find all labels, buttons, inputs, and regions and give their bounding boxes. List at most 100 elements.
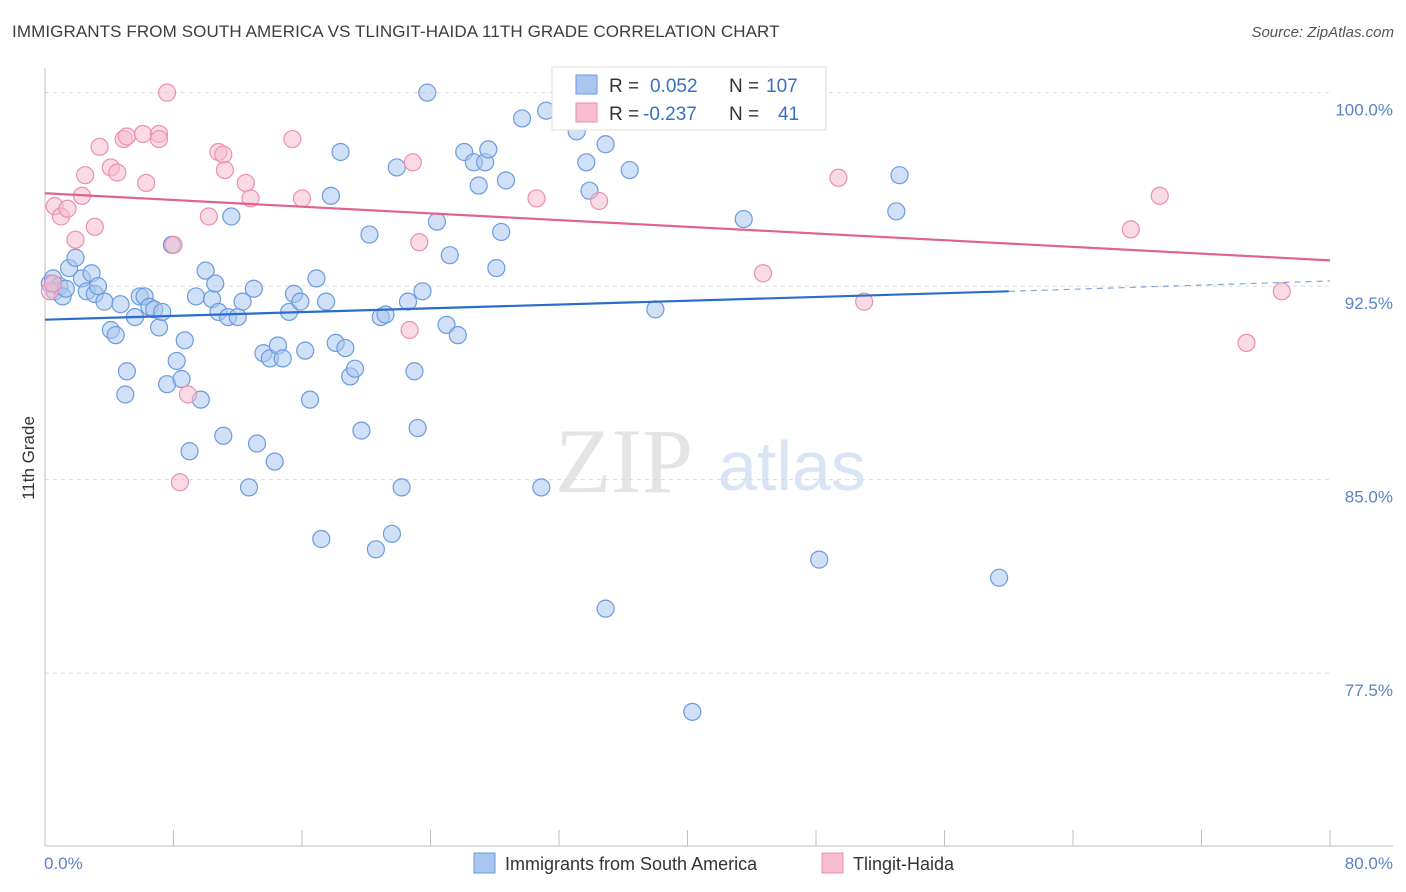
legend-n-value-2: 41 (778, 104, 799, 125)
point-south-america (239, 478, 259, 497)
point-south-america (316, 292, 336, 311)
x-tick-label-max: 80.0% (1345, 854, 1393, 873)
point-tlingit-haida (403, 153, 422, 172)
point-south-america (683, 702, 702, 721)
point-south-america (273, 349, 292, 368)
point-tlingit-haida (410, 233, 429, 252)
point-south-america (222, 207, 241, 226)
point-south-america (228, 308, 247, 327)
point-tlingit-haida (149, 129, 169, 149)
point-south-america (336, 338, 355, 358)
point-south-america (345, 359, 365, 378)
series-legend: Immigrants from South America Tlingit-Ha… (473, 852, 955, 874)
legend-swatch-blue (575, 74, 598, 95)
axes (44, 68, 1393, 847)
point-south-america (172, 369, 191, 389)
point-south-america (487, 258, 506, 278)
point-south-america (175, 331, 194, 350)
point-south-america (307, 269, 326, 288)
point-south-america (512, 109, 532, 128)
watermark-atlas: atlas (718, 427, 866, 505)
legend-r-label-1: R = (609, 76, 639, 97)
point-south-america (300, 390, 320, 409)
point-south-america (233, 292, 252, 311)
y-tick-label: 85.0% (1345, 488, 1393, 507)
legend-r-label-2: R = (609, 104, 639, 125)
point-south-america (887, 202, 906, 221)
chart-title: IMMIGRANTS FROM SOUTH AMERICA VS TLINGIT… (12, 22, 780, 41)
point-south-america (469, 176, 488, 195)
point-tlingit-haida (400, 320, 419, 340)
point-south-america (153, 302, 172, 322)
point-south-america (149, 318, 169, 337)
data-points (40, 83, 1291, 721)
trend-line-south-america (44, 290, 1009, 321)
watermark-zip: ZIP (555, 410, 693, 512)
point-tlingit-haida (117, 127, 137, 146)
trend-lines (44, 192, 1331, 321)
point-tlingit-haida (164, 235, 183, 254)
point-south-america (448, 326, 467, 345)
point-south-america (890, 166, 909, 185)
point-south-america (492, 222, 511, 242)
point-south-america (418, 83, 437, 102)
point-tlingit-haida (58, 199, 77, 218)
point-south-america (990, 568, 1009, 587)
point-south-america (180, 442, 199, 461)
point-south-america (296, 341, 315, 360)
point-south-america (95, 292, 114, 311)
legend-r-value-2: -0.237 (643, 104, 697, 125)
point-south-america (247, 434, 267, 453)
point-tlingit-haida (66, 230, 85, 249)
point-tlingit-haida (753, 264, 773, 283)
point-south-america (734, 209, 753, 229)
point-south-america (398, 292, 418, 311)
point-tlingit-haida (1272, 282, 1291, 301)
point-tlingit-haida (1121, 220, 1140, 239)
point-tlingit-haida (170, 473, 190, 492)
point-tlingit-haida (214, 145, 233, 164)
point-south-america (331, 142, 350, 162)
trend-line-tlingit-haida (44, 192, 1331, 262)
point-tlingit-haida (137, 173, 156, 193)
point-south-america (360, 225, 379, 244)
point-tlingit-haida (527, 189, 546, 208)
point-south-america (88, 277, 108, 296)
point-south-america (392, 478, 411, 497)
point-tlingit-haida (855, 292, 874, 311)
point-tlingit-haida (829, 168, 848, 187)
point-south-america (116, 385, 135, 404)
legend-swatch-pink (575, 102, 598, 123)
point-south-america (596, 135, 615, 154)
legend-bottom-swatch-pink (821, 852, 844, 874)
point-tlingit-haida (292, 189, 312, 208)
point-south-america (496, 171, 516, 190)
point-south-america (437, 315, 456, 334)
point-south-america (312, 529, 331, 549)
point-south-america (352, 421, 371, 440)
point-south-america (206, 274, 225, 293)
point-south-america (413, 282, 432, 301)
point-south-america (596, 599, 615, 618)
point-south-america (106, 326, 125, 345)
point-south-america (186, 287, 206, 306)
correlation-legend: R = 0.052 N = 107 R = -0.237 N = 41 (551, 66, 827, 131)
x-tick-label-min: 0.0% (44, 854, 83, 873)
legend-bottom-label-1: Immigrants from South America (505, 854, 758, 874)
y-tick-label: 100.0% (1335, 101, 1393, 120)
point-south-america (321, 186, 341, 205)
tick-labels: 77.5% 85.0% 92.5% 100.0% 0.0% 80.0% (44, 101, 1393, 873)
trend-line-south-america-extension (1008, 280, 1331, 292)
point-south-america (646, 300, 665, 319)
point-south-america (382, 524, 402, 543)
point-south-america (196, 261, 215, 280)
point-south-america (117, 362, 137, 381)
point-tlingit-haida (590, 191, 609, 211)
point-south-america (66, 248, 85, 267)
point-south-america (244, 279, 263, 298)
point-tlingit-haida (199, 207, 218, 226)
legend-n-label-1: N = (729, 76, 759, 97)
y-axis-title: 11th Grade (19, 416, 38, 500)
point-south-america (167, 351, 186, 371)
